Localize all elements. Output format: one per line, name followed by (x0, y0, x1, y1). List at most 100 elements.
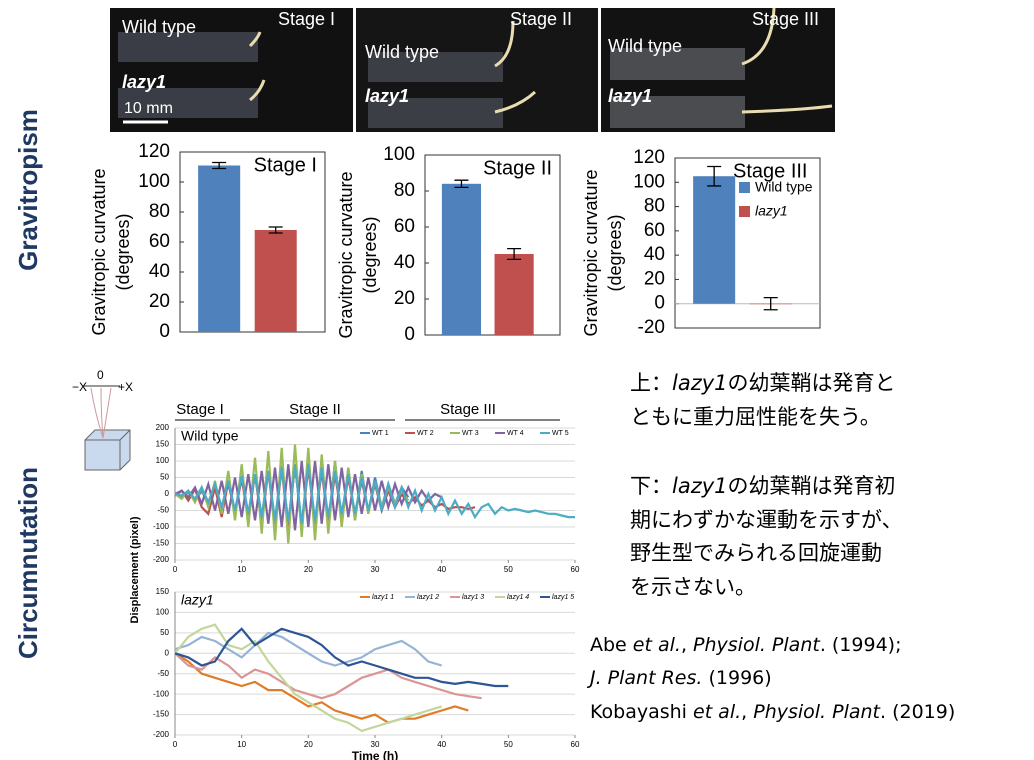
bar (198, 166, 240, 333)
note-text: 期にわずかな運動を示すが、 (630, 508, 903, 532)
chart-title: Stage II (483, 157, 552, 179)
legend-label: lazy1 5 (552, 594, 574, 601)
y-tick-label: -200 (153, 730, 170, 739)
x-tick-label: 40 (437, 740, 446, 749)
y-tick-label: 50 (160, 473, 169, 482)
y-tick-label: -50 (157, 669, 169, 678)
y-tick-label: 150 (156, 587, 170, 596)
y-tick-label: 40 (394, 252, 415, 273)
cite-text: . (1994); (820, 634, 902, 656)
series-line (175, 653, 482, 698)
y-tick-label: 100 (138, 171, 170, 192)
y-tick-label: 50 (160, 628, 169, 637)
y-tick-label: 0 (165, 489, 170, 498)
photo-label: lazy1 (122, 72, 166, 92)
x-tick-label: 0 (173, 740, 178, 749)
legend-label: WT 5 (552, 430, 569, 437)
legend-label: WT 4 (507, 430, 524, 437)
y-tick-label: 0 (165, 648, 170, 657)
stage-band-label: Stage II (289, 401, 341, 418)
bar (255, 230, 297, 332)
y-tick-label: -150 (153, 539, 170, 548)
y-axis-label: Gravitropic curvature (581, 169, 601, 336)
bar (495, 254, 534, 335)
y-tick-label: 40 (644, 244, 665, 265)
x-axis-label: Time (h) (352, 749, 398, 760)
y-tick-label: 120 (633, 147, 665, 168)
cite-text: et al. (633, 634, 681, 656)
y-tick-label: 150 (156, 440, 170, 449)
y-tick-label: 80 (394, 180, 415, 201)
chart-title: Stage I (254, 154, 317, 176)
x-tick-label: 50 (504, 740, 513, 749)
cite-text: Abe (590, 634, 633, 656)
y-tick-label: -100 (153, 689, 170, 698)
citation: Abe et al., Physiol. Plant. (1994); (590, 634, 901, 656)
photo-stage: Stage I (278, 9, 335, 29)
x-tick-label: 60 (571, 565, 580, 574)
legend-label: lazy1 3 (462, 594, 484, 601)
cite-text: Kobayashi (590, 701, 693, 723)
y-tick-label: -150 (153, 710, 170, 719)
note-text: 上： (630, 371, 672, 395)
note-text: lazy1 (672, 474, 728, 498)
stage-band-label: Stage I (176, 401, 224, 418)
y-axis-label: Gravitropic curvature (89, 168, 109, 335)
chart-title: Wild type (181, 428, 239, 444)
cite-text: , (681, 634, 693, 656)
bar (693, 176, 735, 304)
cite-text: J. Plant Res. (586, 667, 702, 689)
photo-strip (110, 8, 835, 132)
stage-band-label: Stage III (440, 401, 496, 418)
legend-label: WT 1 (372, 430, 389, 437)
y-tick-label: 60 (149, 231, 170, 252)
x-tick-label: 20 (304, 565, 313, 574)
y-tick-label: 100 (156, 456, 170, 465)
x-tick-label: 50 (504, 565, 513, 574)
x-tick-label: 30 (371, 740, 380, 749)
legend-swatch (739, 182, 750, 193)
icon-label: 0 (97, 368, 104, 382)
y-tick-label: -20 (638, 317, 665, 338)
cite-text: (1996) (702, 667, 771, 689)
icon-label: +X (118, 380, 133, 394)
x-tick-label: 0 (173, 565, 178, 574)
photo-label: Wild type (365, 42, 439, 62)
y-axis-label: (degrees) (360, 216, 380, 293)
note-text: の幼葉鞘は発育初 (728, 474, 896, 498)
legend-label: WT 3 (462, 430, 479, 437)
photo-label: lazy1 (608, 86, 652, 106)
x-tick-label: 40 (437, 565, 446, 574)
y-tick-label: 20 (149, 291, 170, 312)
note-text: を示さない。 (630, 575, 756, 599)
icon-label: −X (72, 380, 87, 394)
note-text: lazy1 (672, 371, 728, 395)
y-tick-label: 60 (394, 216, 415, 237)
note-text: 下： (630, 474, 672, 498)
photo-label: Wild type (122, 17, 196, 37)
scale-label: 10 mm (124, 100, 173, 117)
x-tick-label: 60 (571, 740, 580, 749)
x-tick-label: 30 (371, 565, 380, 574)
y-tick-label: 40 (149, 261, 170, 282)
slide: Gravitropism Circumnutation Wild type St… (0, 0, 1034, 760)
y-tick-label: -200 (153, 555, 170, 564)
y-tick-label: 100 (383, 144, 415, 165)
legend-label: lazy1 (755, 203, 788, 219)
legend-label: lazy1 1 (372, 594, 394, 601)
y-axis-label: (degrees) (113, 213, 133, 290)
photo-stage: Stage III (752, 9, 819, 29)
note-text: 野生型でみられる回旋運動 (630, 541, 882, 565)
nutation-icon (82, 386, 130, 470)
y-tick-label: -100 (153, 522, 170, 531)
y-tick-label: 80 (149, 201, 170, 222)
y-tick-label: 120 (138, 141, 170, 162)
cite-text: , (741, 701, 753, 723)
photo-stage: Stage II (510, 9, 572, 29)
series-line (175, 629, 508, 686)
photo-label: lazy1 (365, 86, 409, 106)
legend-swatch (739, 206, 750, 217)
y-tick-label: 100 (633, 171, 665, 192)
y-tick-label: 200 (156, 423, 170, 432)
x-tick-label: 10 (237, 565, 246, 574)
